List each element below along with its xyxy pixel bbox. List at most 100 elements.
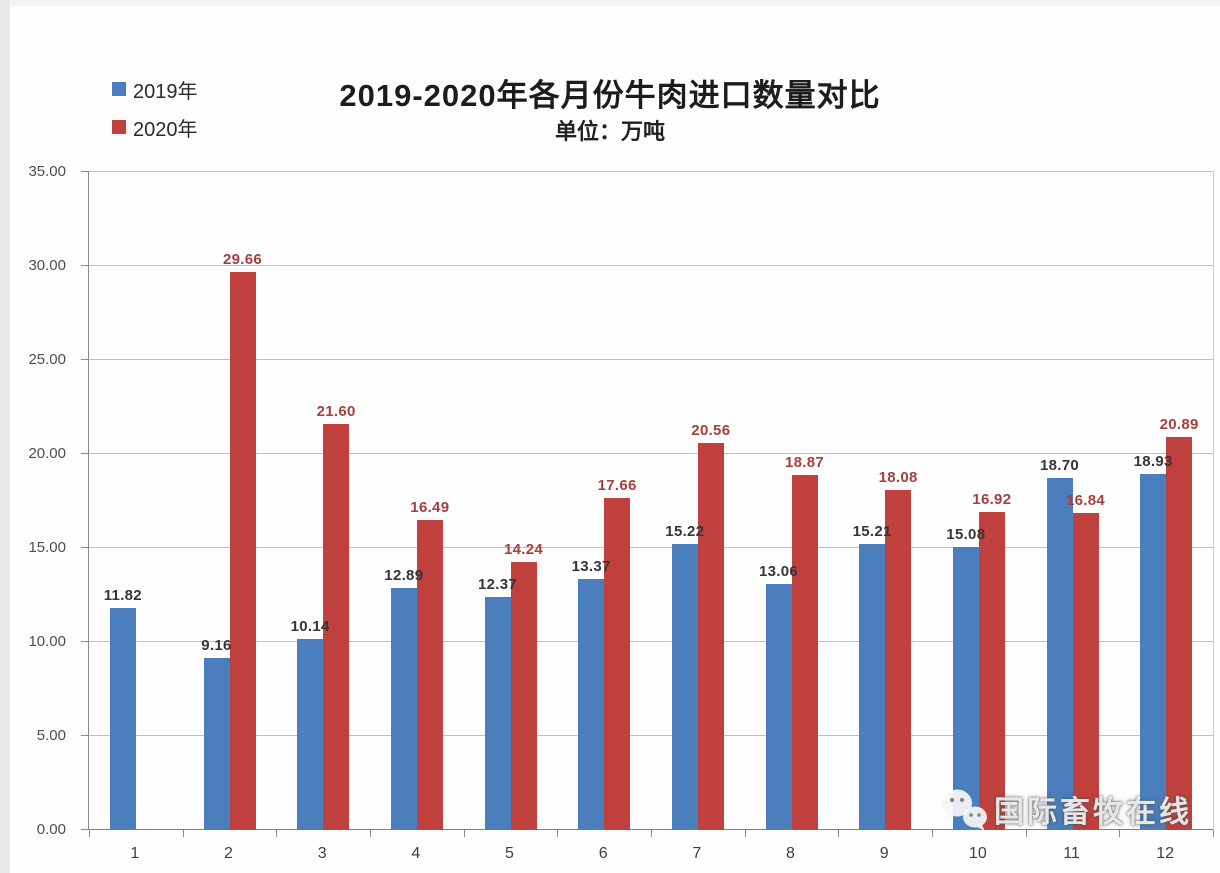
value-label-2019-month-3: 10.14 [290, 618, 330, 636]
value-label-2020-month-3: 21.60 [316, 402, 356, 420]
x-axis-tickmark [557, 830, 559, 837]
x-label-month-7: 7 [692, 845, 702, 862]
y-tick-label-10.00: 10.00 [28, 633, 66, 650]
value-label-2020-month-12: 20.89 [1159, 416, 1199, 434]
legend-swatch-2020-icon [112, 120, 126, 134]
chart-title: 2019-2020年各月份牛肉进口数量对比 [339, 78, 881, 113]
x-label-month-4: 4 [411, 845, 421, 862]
bar-2020-month-8 [791, 475, 818, 830]
x-label-month-8: 8 [786, 845, 795, 862]
bar-2020-month-10 [978, 511, 1005, 830]
value-label-2020-month-5: 14.24 [503, 541, 544, 559]
value-label-2019-month-12: 18.93 [1133, 453, 1173, 471]
y-axis-tickmark [81, 641, 89, 642]
bar-2019-month-8 [765, 584, 792, 830]
x-label-month-9: 9 [879, 845, 889, 862]
bar-2020-month-4 [416, 520, 443, 830]
bar-2019-month-7 [671, 543, 698, 830]
y-tick-label-20.00: 20.00 [28, 445, 66, 462]
value-label-2019-month-5: 12.37 [477, 576, 518, 594]
y-tick-label-15.00: 15.00 [28, 539, 66, 556]
gridline-30 [89, 265, 1213, 266]
value-label-2019-month-4: 12.89 [384, 566, 424, 584]
x-axis-tickmark [463, 830, 465, 837]
bar-2019-month-11 [1046, 478, 1073, 830]
x-label-month-1: 1 [130, 845, 140, 862]
x-axis-tickmark [1119, 830, 1121, 837]
value-label-2019-month-9: 15.21 [852, 523, 892, 541]
y-axis-tickmark [81, 547, 89, 548]
bar-2019-month-1 [109, 607, 136, 830]
x-axis-tickmark [651, 830, 652, 837]
x-axis: 1 2 3 4 5 6 7 8 9 10 11 12 [88, 838, 1212, 868]
gridline-10 [89, 641, 1213, 642]
bar-2019-month-9 [859, 544, 886, 830]
watermark: 国际畜牧在线 [938, 784, 1192, 834]
legend: 2019年 2020年 [112, 76, 198, 152]
legend-label-2019: 2019年 [133, 80, 198, 103]
x-label-month-10: 10 [968, 845, 987, 862]
photo-left-edge [0, 0, 10, 873]
y-tick-label-5.00: 5.00 [36, 727, 66, 744]
x-axis-tickmark [1213, 830, 1214, 837]
value-label-2020-month-6: 17.66 [597, 477, 637, 494]
value-label-2019-month-11: 18.70 [1039, 457, 1080, 475]
y-axis: 0.00 5.00 10.00 15.00 20.00 25.00 30.00 35.00 [0, 164, 80, 838]
x-label-month-5: 5 [505, 845, 514, 862]
y-tick-label-25.00: 25.00 [28, 351, 66, 368]
x-axis-tickmark [370, 830, 371, 837]
y-tick-label-0.00: 0.00 [36, 821, 66, 838]
gridline-5 [89, 735, 1213, 736]
bar-2020-month-7 [697, 443, 724, 830]
x-axis-tickmark [744, 830, 746, 837]
bar-2020-month-11 [1072, 513, 1099, 830]
bar-2019-month-5 [484, 597, 511, 830]
plot-area: 11.82 9.16 10.14 12.89 12.37 13.37 15.22 13.06 1… [81, 171, 1214, 837]
value-label-2020-month-10: 16.92 [972, 490, 1012, 508]
value-label-2020-month-11: 16.84 [1065, 492, 1106, 510]
value-label-2019-month-8: 13.06 [758, 563, 799, 581]
x-label-month-6: 6 [598, 845, 608, 862]
bar-2019-month-3 [297, 639, 324, 830]
bar-2020-month-3 [323, 423, 350, 830]
chart-unit-label: 单位：万吨 [554, 119, 665, 144]
value-label-2019-month-2: 9.16 [201, 636, 232, 654]
gridline-20 [89, 453, 1213, 454]
y-axis-tickmark [81, 171, 89, 172]
y-tick-label-30.00: 30.00 [28, 257, 66, 274]
bar-2020-month-6 [604, 498, 631, 830]
gridline-15 [89, 547, 1213, 548]
gridline-0 [89, 829, 1213, 830]
value-label-2019-month-1: 11.82 [103, 586, 142, 604]
bar-2020-month-2 [229, 272, 256, 830]
value-label-2020-month-2: 29.66 [222, 251, 263, 269]
value-label-2019-month-10: 15.08 [946, 525, 986, 543]
bar-2019-month-6 [578, 578, 605, 830]
x-axis-tickmark [276, 830, 278, 837]
y-axis-tickmark [81, 265, 89, 266]
x-axis-tickmark [838, 830, 840, 837]
bar-2020-month-5 [510, 562, 537, 830]
bar-2019-month-4 [390, 587, 417, 830]
wechat-icon [942, 789, 987, 831]
x-axis-tickmark [932, 830, 933, 837]
bar-2019-month-2 [203, 657, 230, 830]
bar-2019-month-10 [952, 546, 979, 830]
x-label-month-2: 2 [224, 845, 233, 862]
y-axis-tickmark [81, 735, 89, 736]
y-axis-tickmark [81, 829, 89, 830]
bar-2020-month-12 [1166, 437, 1193, 830]
x-axis-tickmark [1025, 830, 1027, 837]
photo-top-edge [0, 0, 1220, 6]
legend-swatch-2019-icon [112, 82, 126, 96]
bar-2019-month-12 [1140, 474, 1167, 830]
legend-item-2019: 2019年 [112, 76, 198, 103]
legend-item-2020: 2020年 [112, 114, 198, 141]
gridline-35 [89, 171, 1213, 172]
x-axis-tickmark [182, 830, 184, 837]
value-label-2020-month-4: 16.49 [410, 499, 450, 516]
value-label-2020-month-7: 20.56 [691, 422, 731, 440]
value-label-2019-month-6: 13.37 [571, 557, 611, 575]
y-axis-tickmark [81, 453, 89, 454]
